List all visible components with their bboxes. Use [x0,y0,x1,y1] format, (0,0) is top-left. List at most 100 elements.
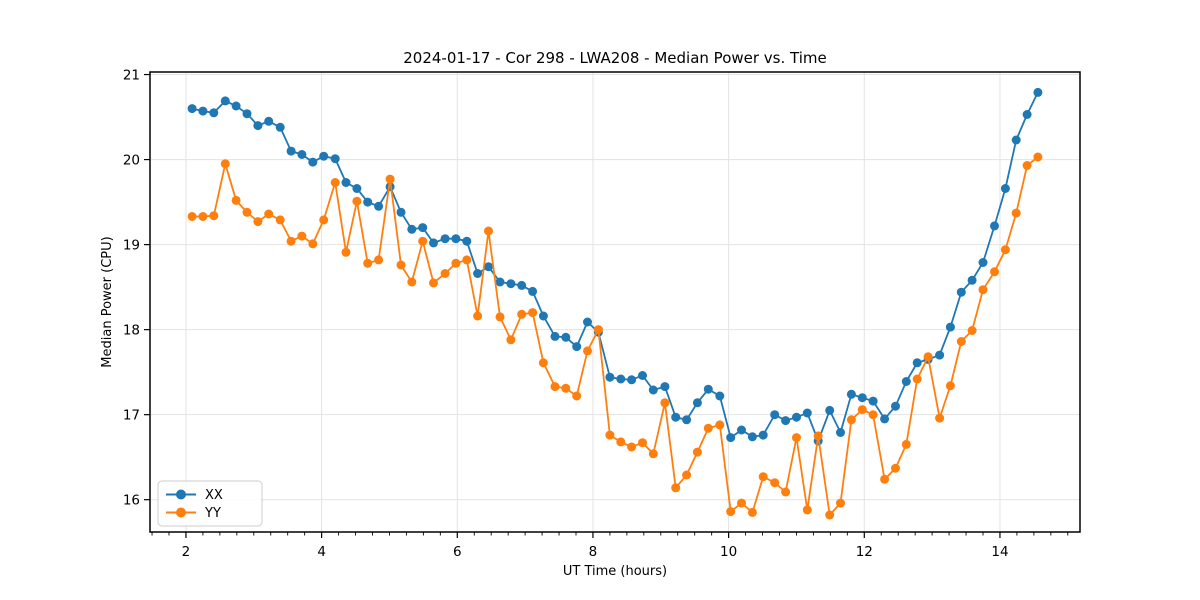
series-XX-marker [692,398,702,408]
series-YY-marker [517,309,527,319]
series-XX-marker [1022,110,1032,119]
series-XX-marker [825,405,835,415]
series-XX-marker [506,279,516,289]
series-YY-marker [275,215,285,225]
series-XX-marker [341,178,351,187]
x-tick-label: 4 [317,544,326,560]
series-XX-marker [187,104,197,114]
series-XX-marker [538,311,548,321]
series-YY-marker [836,498,845,508]
y-tick-label: 21 [123,67,140,83]
series-XX-marker [802,408,812,418]
series-YY-marker [737,498,746,508]
legend-marker-sample [176,507,186,518]
series-XX-marker [429,238,438,248]
series-YY-marker [1011,208,1021,218]
series-XX-marker [648,385,658,395]
series-XX-marker [418,223,428,233]
series-XX-marker [945,322,955,332]
series-YY-marker [747,507,757,517]
series-XX-marker [198,106,208,116]
series-YY-marker [781,487,791,497]
series-XX-marker [550,331,560,341]
series-YY-marker [627,442,637,452]
series-YY-marker [1000,245,1010,255]
series-YY-marker [813,431,823,441]
legend-marker-sample [176,489,186,500]
legend-item-XX: XX [166,488,223,503]
series-XX-marker [352,184,362,193]
series-YY-marker [868,410,878,420]
series-YY-marker [297,231,307,241]
series-YY-marker [418,236,428,246]
series-YY-marker [209,211,219,221]
series-XX-marker [846,389,856,399]
series-YY-marker [648,449,658,459]
series-XX-marker [561,332,571,342]
series-YY-marker [880,474,890,484]
series-YY-marker [528,308,538,318]
legend-label: XX [205,488,223,503]
series-YY-marker [671,483,681,493]
series-XX-marker [517,280,527,290]
series-XX-marker [319,151,329,161]
series-XX-marker [308,157,318,167]
series-XX-marker [473,269,483,278]
series-XX-marker [703,384,713,394]
series-XX-marker [616,374,626,384]
y-tick-label: 18 [123,322,140,338]
data-series [187,87,1043,520]
series-YY-marker [187,212,197,221]
series-YY-marker [242,207,252,217]
series-XX-marker [572,342,582,352]
series-YY-marker [605,430,615,440]
series-XX-marker [737,425,746,435]
series-YY-marker [967,326,977,335]
series-YY-marker [495,312,505,322]
series-YY-marker [682,470,692,480]
series-XX-marker [781,416,791,426]
series-YY-marker [352,196,362,206]
series-XX-marker [682,415,692,425]
series-XX-marker [286,146,296,156]
series-YY-marker [484,226,493,236]
series-YY-marker [912,374,922,384]
series-YY-marker [264,209,274,219]
series-XX-marker [451,234,461,244]
series-XX-marker [901,377,911,386]
series-XX-marker [627,375,637,385]
series-XX-marker [440,234,450,244]
series-YY-marker [616,437,626,447]
y-tick-label: 19 [123,237,140,253]
chart-title: 2024-01-17 - Cor 298 - LWA208 - Median P… [403,49,827,67]
series-XX-marker [1033,87,1043,97]
series-YY-marker [758,472,768,482]
legend-item-YY: YY [166,506,221,521]
series-YY-marker [825,510,835,520]
series-XX-marker [880,414,890,424]
series-XX-marker [1011,135,1021,145]
series-YY-marker [857,405,867,415]
axes: 2 4 6 8 10 12 14 16 17 18 19 20 21 [123,67,1081,560]
series-YY [187,152,1043,520]
series-YY-marker [1033,152,1043,162]
x-tick-label: 10 [720,544,737,560]
series-YY-marker [253,217,263,227]
series-XX-marker [374,201,384,211]
series-XX-marker [363,197,373,207]
series-YY-marker [802,505,812,515]
series-XX-marker [935,350,945,360]
series-XX-marker [747,432,757,442]
series-XX-marker [407,224,417,234]
series-YY-marker [506,335,516,345]
series-YY-marker [990,267,999,277]
legend: XX YY [157,480,263,527]
series-YY-marker [561,383,571,393]
series-YY-marker [374,255,384,265]
series-YY-marker [286,236,296,246]
series-YY-marker [638,438,647,448]
series-XX-marker [857,393,867,403]
series-YY-marker [407,277,417,287]
series-XX-marker [671,412,681,422]
